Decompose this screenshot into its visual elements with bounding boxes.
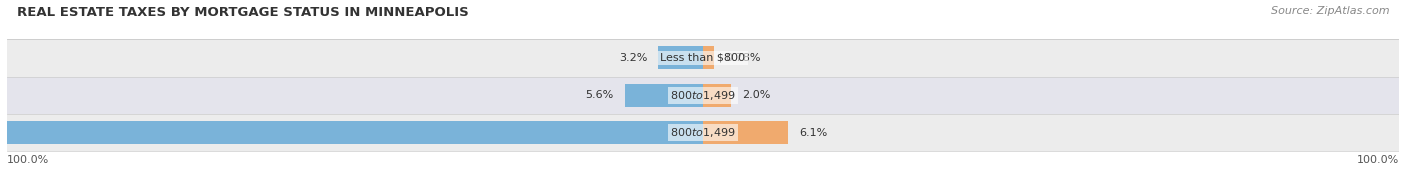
Text: 6.1%: 6.1% — [799, 128, 827, 138]
Text: Less than $800: Less than $800 — [661, 53, 745, 63]
Text: 3.2%: 3.2% — [619, 53, 647, 63]
Text: Source: ZipAtlas.com: Source: ZipAtlas.com — [1271, 6, 1389, 16]
Text: 5.6%: 5.6% — [586, 90, 614, 100]
Text: 100.0%: 100.0% — [1357, 155, 1399, 165]
Bar — [0, 121, 703, 144]
Bar — [703, 84, 731, 107]
Text: 2.0%: 2.0% — [742, 90, 770, 100]
Bar — [626, 84, 703, 107]
Bar — [703, 46, 714, 70]
Text: $800 to $1,499: $800 to $1,499 — [671, 126, 735, 139]
Text: REAL ESTATE TAXES BY MORTGAGE STATUS IN MINNEAPOLIS: REAL ESTATE TAXES BY MORTGAGE STATUS IN … — [17, 6, 468, 19]
Bar — [7, 39, 1399, 77]
Text: 0.78%: 0.78% — [725, 53, 761, 63]
Text: 100.0%: 100.0% — [7, 155, 49, 165]
Text: $800 to $1,499: $800 to $1,499 — [671, 89, 735, 102]
Bar — [7, 77, 1399, 114]
Bar — [658, 46, 703, 70]
Bar — [7, 114, 1399, 151]
Bar — [703, 121, 787, 144]
